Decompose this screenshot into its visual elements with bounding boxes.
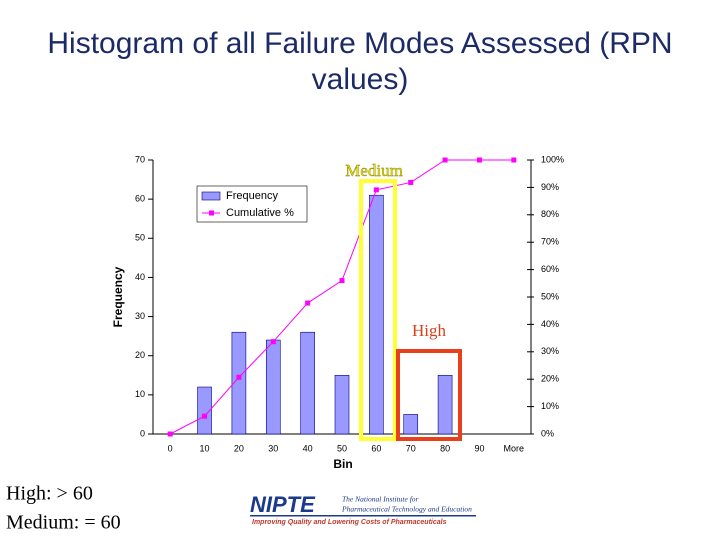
x-tick-label: 0 xyxy=(168,443,173,453)
x-tick-label: 80 xyxy=(440,443,450,453)
legend-box xyxy=(196,185,308,223)
x-tick-label: 40 xyxy=(303,443,313,453)
y-axis-title: Frequency xyxy=(111,266,125,327)
x-tick-label: 70 xyxy=(406,443,416,453)
logo-tagline: Improving Quality and Lowering Costs of … xyxy=(252,519,447,526)
high-box xyxy=(396,349,462,441)
bar xyxy=(265,339,281,435)
line-marker xyxy=(202,413,208,419)
legend-swatch xyxy=(209,210,214,216)
y2-tick-label: 20% xyxy=(541,374,559,384)
line-marker xyxy=(511,157,517,163)
line-marker xyxy=(476,157,482,163)
y-tick-label: 10 xyxy=(135,389,145,399)
x-tick-label: 60 xyxy=(371,443,381,453)
y-tick-label: 20 xyxy=(135,350,145,360)
bar xyxy=(197,386,212,435)
bar xyxy=(369,194,384,435)
line-marker xyxy=(167,431,173,437)
x-tick-label: 10 xyxy=(200,443,210,453)
bar xyxy=(231,331,247,435)
x-axis-title: Bin xyxy=(333,457,352,471)
line-marker xyxy=(339,278,345,284)
x-tick-label: 90 xyxy=(474,443,484,453)
plot: 0 10 20 30 40 50 60 70 0% 10% 20% 30% 40% 50% 60% 70% 80… xyxy=(135,154,564,453)
note: Medium: = 60 xyxy=(6,512,121,534)
bar xyxy=(437,374,453,435)
y2-tick-label: 70% xyxy=(541,237,559,247)
legend-swatch xyxy=(201,191,221,201)
y-tick-label: 40 xyxy=(135,272,145,282)
y2-tick-label: 10% xyxy=(541,401,559,411)
y-tick-label: 60 xyxy=(135,194,145,204)
y-tick-label: 0 xyxy=(140,428,145,438)
medium-box xyxy=(359,179,397,441)
line-marker xyxy=(373,187,379,193)
x-tick-label: 50 xyxy=(337,443,347,453)
y-tick-label: 50 xyxy=(135,233,145,243)
line-marker xyxy=(442,157,448,163)
y2-tick-label: 30% xyxy=(541,346,559,356)
bar xyxy=(300,331,315,435)
logo: NIPTE The National Institute for Pharmac… xyxy=(250,492,476,526)
chart-title: Histogram of all Failure Modes Assessed … xyxy=(47,27,673,96)
x-tick-label: 20 xyxy=(234,443,244,453)
annotation: High xyxy=(412,321,447,340)
y2-tick-label: 50% xyxy=(541,291,559,301)
y2-tick-label: 0% xyxy=(541,428,554,438)
y2-tick-label: 90% xyxy=(541,182,559,192)
logo-name: NIPTE xyxy=(250,492,316,517)
y2-tick-label: 100% xyxy=(541,154,564,164)
legend-label: Cumulative % xyxy=(226,207,294,219)
line-marker xyxy=(236,374,242,380)
y2-tick-label: 60% xyxy=(541,264,559,274)
y2-tick-label: 40% xyxy=(541,319,559,329)
y-tick-label: 30 xyxy=(135,311,145,321)
bar xyxy=(334,374,350,435)
y2-tick-label: 80% xyxy=(541,209,559,219)
x-tick-label: More xyxy=(504,443,525,453)
legend-label: Frequency xyxy=(226,190,278,202)
note: High: > 60 xyxy=(6,483,93,505)
x-tick-label: 30 xyxy=(268,443,278,453)
line-marker xyxy=(270,339,276,345)
logo-rule xyxy=(250,515,476,517)
annotation: Medium xyxy=(345,161,403,180)
bar xyxy=(403,414,419,435)
line-marker xyxy=(408,179,414,185)
y-tick-label: 70 xyxy=(135,154,145,164)
logo-text: Pharmaceutical Technology and Education xyxy=(341,505,472,514)
line-marker xyxy=(305,300,311,306)
logo-text: The National Institute for xyxy=(342,495,419,504)
